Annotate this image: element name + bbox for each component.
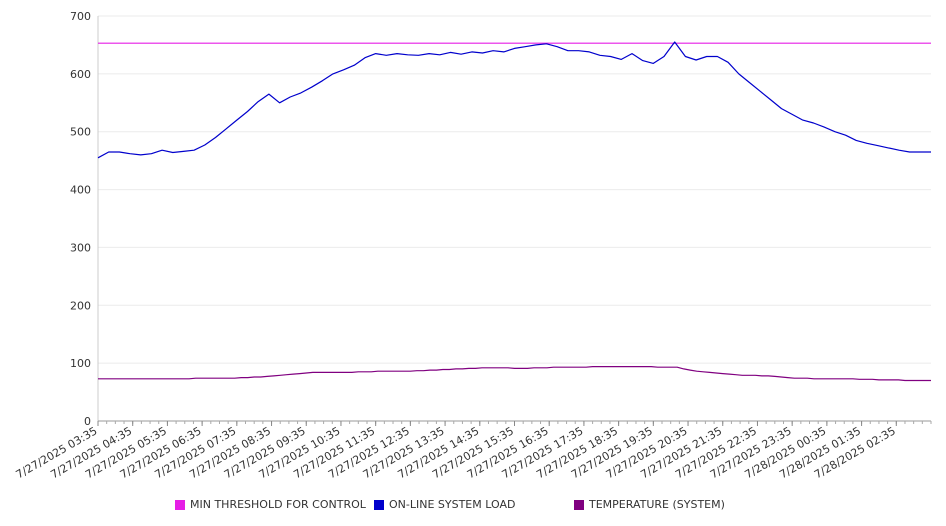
legend-swatch-threshold — [175, 499, 185, 510]
legend-item-temperature[interactable]: TEMPERATURE (SYSTEM) — [574, 498, 725, 511]
series-line-temperature — [98, 366, 931, 382]
legend-label-threshold: MIN THRESHOLD FOR CONTROL — [190, 498, 366, 511]
y-tick-label-0: 0 — [84, 415, 91, 428]
y-tick-label-300: 300 — [70, 241, 91, 254]
y-tick-label-700: 700 — [70, 10, 91, 23]
y-tick-labels: 0 100 200 300 400 500 600 700 — [70, 10, 91, 428]
series-lines — [97, 41, 931, 382]
y-tick-label-100: 100 — [70, 357, 91, 370]
y-tick-label-200: 200 — [70, 299, 91, 312]
legend-item-system-load[interactable]: ON-LINE SYSTEM LOAD — [374, 498, 515, 511]
x-tick-labels: 7/27/2025 03:357/27/2025 04:357/27/2025 … — [14, 424, 898, 481]
legend-label-temperature: TEMPERATURE (SYSTEM) — [589, 498, 725, 511]
y-tick-label-400: 400 — [70, 184, 91, 197]
legend-label-system-load: ON-LINE SYSTEM LOAD — [389, 498, 516, 511]
y-tick-label-500: 500 — [70, 126, 91, 139]
legend-item-threshold[interactable]: MIN THRESHOLD FOR CONTROL — [175, 498, 366, 511]
grid-lines — [98, 15, 931, 364]
legend-swatch-temperature — [574, 499, 584, 510]
legend-swatch-system-load — [374, 499, 384, 510]
axes — [97, 16, 932, 426]
series-line-system-load — [97, 41, 931, 159]
y-tick-label-600: 600 — [70, 68, 91, 81]
